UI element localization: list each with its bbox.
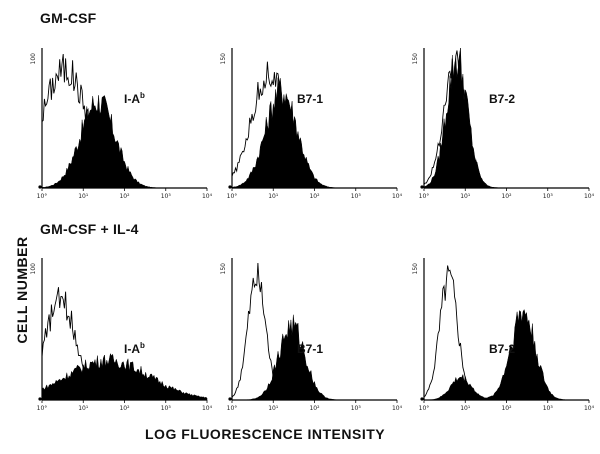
y-tick-zero	[38, 185, 42, 189]
x-tick-label: 10²	[309, 405, 320, 412]
panel-label: I-Ab	[124, 341, 145, 356]
control-histogram-outline	[231, 262, 397, 401]
x-tick-label: 10³	[543, 193, 554, 200]
y-tick-zero	[228, 185, 232, 189]
control-histogram-outline	[423, 50, 589, 189]
y-tick-zero	[228, 397, 232, 401]
control-histogram-outline	[41, 287, 207, 401]
x-tick-label: 10²	[501, 193, 512, 200]
row-title-gm-csf-il4: GM-CSF + IL-4	[40, 221, 139, 237]
x-tick-label: 10⁴	[202, 405, 213, 412]
panel-label: B7-2	[489, 92, 515, 106]
histogram-panel-4: 100 10° 10¹ 10² 10³ 10⁴ I-Ab	[30, 258, 213, 412]
x-tick-label: 10³	[161, 193, 172, 200]
y-tick-max: 150	[220, 53, 227, 65]
row-title-gm-csf: GM-CSF	[40, 10, 97, 26]
x-tick-label: 10°	[37, 405, 48, 412]
y-tick-max: 100	[30, 263, 37, 275]
panel-label: I-Ab	[124, 91, 145, 106]
filled-histogram	[423, 47, 589, 189]
y-tick-zero	[420, 185, 424, 189]
panel-label: B7-1	[297, 342, 323, 356]
histogram-panel-1: 100 10° 10¹ 10² 10³ 10⁴ I-Ab	[30, 48, 213, 200]
panel-label: B7-2	[489, 342, 515, 356]
filled-histogram	[41, 95, 207, 189]
histogram-panel-2: 150 10° 10¹ 10² 10³ 10⁴ B7-1	[220, 48, 403, 200]
y-tick-zero	[420, 397, 424, 401]
y-tick-max: 150	[412, 53, 419, 65]
x-tick-label: 10³	[543, 405, 554, 412]
x-tick-label: 10¹	[460, 193, 471, 200]
x-tick-label: 10³	[161, 405, 172, 412]
control-histogram-outline	[423, 265, 589, 401]
control-histogram-outline	[41, 53, 207, 189]
y-tick-max: 150	[412, 263, 419, 275]
filled-histogram	[232, 314, 397, 401]
x-tick-label: 10°	[227, 405, 238, 412]
x-tick-label: 10¹	[268, 193, 279, 200]
x-tick-label: 10²	[119, 193, 130, 200]
x-tick-label: 10²	[309, 193, 320, 200]
histogram-panel-5: 150 10° 10¹ 10² 10³ 10⁴ B7-1	[220, 258, 403, 412]
x-tick-label: 10⁴	[392, 193, 403, 200]
panel-label: B7-1	[297, 92, 323, 106]
histogram-panel-3: 150 10° 10¹ 10² 10³ 10⁴ B7-2	[412, 47, 595, 200]
x-tick-label: 10¹	[78, 405, 89, 412]
x-tick-label: 10°	[227, 193, 238, 200]
x-tick-label: 10¹	[78, 193, 89, 200]
y-tick-zero	[38, 397, 42, 401]
x-tick-label: 10°	[419, 405, 430, 412]
y-tick-max: 150	[220, 263, 227, 275]
x-tick-label: 10²	[501, 405, 512, 412]
x-tick-label: 10¹	[268, 405, 279, 412]
filled-histogram	[41, 352, 208, 401]
x-axis-label: LOG FLUORESCENCE INTENSITY	[145, 426, 386, 442]
x-tick-label: 10°	[419, 193, 430, 200]
y-tick-max: 100	[30, 53, 37, 65]
x-tick-label: 10⁴	[202, 193, 213, 200]
x-tick-label: 10²	[119, 405, 130, 412]
x-tick-label: 10⁴	[584, 405, 595, 412]
x-tick-label: 10°	[37, 193, 48, 200]
control-histogram-outline	[231, 61, 397, 189]
x-tick-label: 10⁴	[392, 405, 403, 412]
x-tick-label: 10⁴	[584, 193, 595, 200]
x-tick-label: 10¹	[460, 405, 471, 412]
x-tick-label: 10³	[351, 193, 362, 200]
x-tick-label: 10³	[351, 405, 362, 412]
histogram-panel-6: 150 10° 10¹ 10² 10³ 10⁴ B7-2	[412, 258, 595, 412]
